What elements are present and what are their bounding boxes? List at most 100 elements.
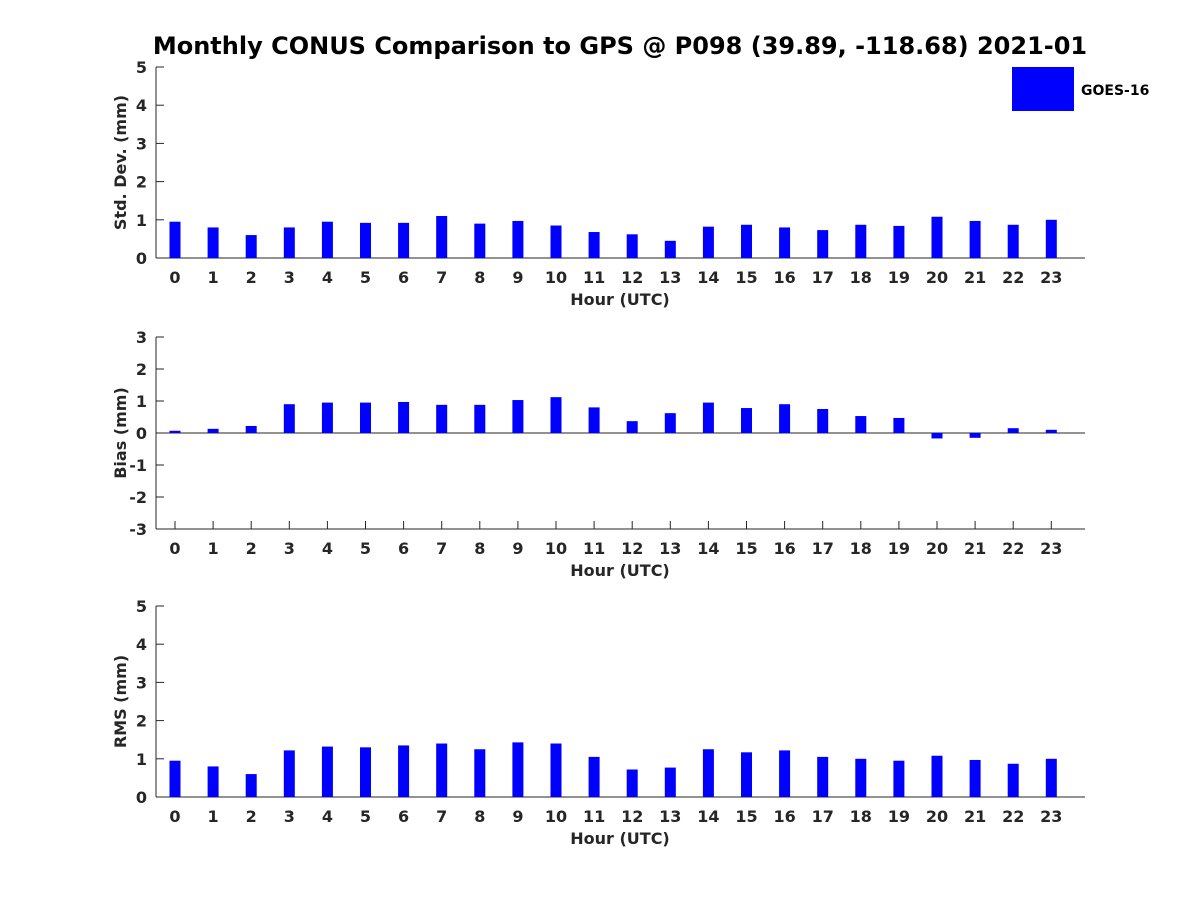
x-tick-label: 15: [735, 539, 757, 558]
y-tick-label: 2: [136, 712, 147, 731]
y-tick-label: -2: [129, 488, 147, 507]
bar: [169, 221, 181, 258]
bar: [969, 433, 981, 438]
bar: [207, 428, 219, 433]
bar: [817, 756, 829, 797]
bar: [207, 766, 219, 797]
x-tick-label: 21: [964, 807, 986, 826]
bar: [512, 220, 524, 258]
x-tick-label: 14: [697, 268, 719, 287]
bar: [283, 404, 295, 433]
x-tick-label: 1: [208, 268, 219, 287]
bar: [969, 759, 981, 797]
x-tick-label: 7: [436, 539, 447, 558]
x-tick-label: 20: [926, 539, 948, 558]
bar: [474, 749, 486, 797]
bar: [169, 760, 181, 797]
x-tick-label: 13: [659, 268, 681, 287]
bar: [360, 222, 371, 258]
x-tick-label: 9: [512, 807, 523, 826]
x-tick-label: 0: [169, 268, 180, 287]
x-tick-label: 8: [474, 807, 485, 826]
bar: [931, 216, 943, 258]
x-tick-label: 17: [812, 539, 834, 558]
y-tick-label: 3: [136, 328, 147, 347]
x-tick-label: 2: [246, 539, 257, 558]
bar: [702, 749, 714, 797]
y-tick-label: 0: [136, 788, 147, 807]
legend: GOES-16: [1012, 67, 1149, 111]
x-tick-label: 19: [888, 268, 910, 287]
x-tick-label: 16: [773, 539, 795, 558]
x-tick-label: 10: [545, 268, 567, 287]
y-tick-label: -1: [129, 456, 147, 475]
bar: [702, 402, 714, 433]
bar: [855, 758, 867, 797]
bar: [207, 227, 219, 258]
x-tick-label: 21: [964, 268, 986, 287]
bar: [550, 397, 562, 433]
bar: [1007, 428, 1019, 433]
x-tick-label: 7: [436, 807, 447, 826]
bar: [321, 221, 333, 258]
bar: [436, 215, 448, 258]
x-tick-label: 22: [1002, 539, 1024, 558]
bar: [1007, 763, 1019, 797]
x-tick-label: 8: [474, 539, 485, 558]
x-tick-label: 18: [850, 807, 872, 826]
bar: [664, 767, 676, 797]
bar: [588, 407, 600, 433]
x-tick-label: 2: [246, 268, 257, 287]
bar: [283, 750, 295, 797]
x-tick-label: 16: [773, 268, 795, 287]
x-tick-label: 17: [812, 807, 834, 826]
y-tick-label: 1: [136, 211, 147, 230]
x-tick-label: 18: [850, 268, 872, 287]
x-tick-label: 5: [360, 268, 371, 287]
bar: [321, 402, 333, 433]
x-tick-label: 7: [436, 268, 447, 287]
bar: [283, 227, 295, 258]
x-tick-label: 11: [583, 268, 605, 287]
bar: [1045, 429, 1057, 433]
x-tick-label: 11: [583, 539, 605, 558]
y-axis-label: RMS (mm): [111, 655, 130, 748]
bar: [741, 408, 752, 433]
bar: [550, 225, 562, 258]
bar: [245, 425, 257, 433]
x-tick-label: 1: [208, 807, 219, 826]
bar: [588, 756, 600, 797]
x-tick-label: 10: [545, 539, 567, 558]
bar: [817, 409, 829, 433]
x-tick-label: 1: [208, 539, 219, 558]
y-tick-label: 0: [136, 424, 147, 443]
legend-label: GOES-16: [1081, 83, 1149, 99]
bar: [931, 433, 943, 439]
bar: [512, 400, 524, 433]
y-axis-label: Bias (mm): [111, 387, 130, 479]
bar: [588, 232, 600, 258]
x-tick-label: 5: [360, 539, 371, 558]
x-tick-label: 17: [812, 268, 834, 287]
x-tick-label: 15: [735, 268, 757, 287]
bar: [1045, 758, 1057, 797]
y-tick-label: 2: [136, 173, 147, 192]
bar: [626, 234, 638, 258]
x-tick-label: 4: [322, 539, 333, 558]
x-tick-label: 11: [583, 807, 605, 826]
x-tick-label: 16: [773, 807, 795, 826]
x-tick-label: 23: [1040, 539, 1062, 558]
x-tick-label: 20: [926, 807, 948, 826]
x-axis-label: Hour (UTC): [570, 290, 670, 309]
bar: [512, 742, 524, 797]
y-tick-label: 1: [136, 392, 147, 411]
bar: [398, 401, 410, 433]
x-axis-label: Hour (UTC): [570, 829, 670, 848]
bar: [321, 746, 333, 797]
bar: [855, 416, 867, 433]
x-tick-label: 9: [512, 539, 523, 558]
x-tick-label: 20: [926, 268, 948, 287]
